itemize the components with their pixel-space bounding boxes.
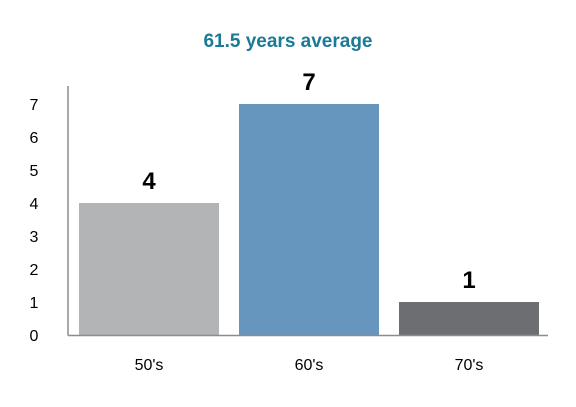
- bar-value-label: 4: [142, 168, 156, 195]
- axes-group: [67, 86, 548, 337]
- y-tick-label: 6: [30, 130, 39, 147]
- y-tick-label: 2: [30, 262, 39, 279]
- x-category-label: 60's: [295, 357, 324, 374]
- x-category-label: 50's: [135, 357, 164, 374]
- y-tick-label: 5: [30, 163, 39, 180]
- bar: [399, 302, 539, 335]
- data-labels-group: 4 7 1: [142, 69, 475, 294]
- y-tick-label: 3: [30, 229, 39, 246]
- y-tick-label: 0: [30, 328, 39, 345]
- bar-value-label: 1: [462, 267, 475, 294]
- x-category-label: 70's: [455, 357, 484, 374]
- y-tick-label: 1: [30, 295, 39, 312]
- bar-value-label: 7: [302, 69, 315, 96]
- bar: [79, 203, 219, 335]
- bar: [239, 104, 379, 335]
- bars-group: [79, 104, 539, 335]
- chart-title: 61.5 years average: [203, 31, 372, 52]
- y-tick-label: 4: [30, 196, 39, 213]
- y-tick-label: 7: [30, 97, 39, 114]
- y-axis-ticks: 0 1 2 3 4 5 6 7: [30, 97, 39, 345]
- x-axis-labels: 50's 60's 70's: [135, 357, 484, 374]
